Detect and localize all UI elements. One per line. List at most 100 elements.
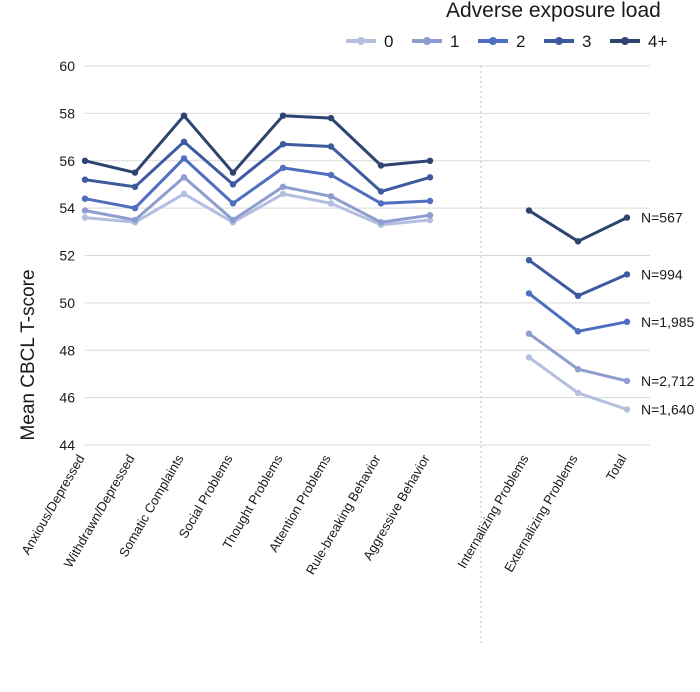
data-point [180,138,188,145]
data-point [426,212,434,219]
y-tick-label: 44 [59,437,75,453]
n-label: N=1,985 [641,314,695,330]
n-labels: N=1,640 N=2,712 N=1,985 N=994 N=567 [641,210,695,418]
legend-label: 2 [516,32,525,51]
legend-items: 0 1 2 3 4+ [346,32,667,51]
data-point [525,207,533,214]
y-tick-label: 60 [59,58,75,74]
grid [85,65,650,446]
y-tick-label: 52 [59,248,75,264]
legend: Adverse exposure load 0 1 2 3 4+ [346,0,667,51]
data-point [574,292,582,299]
data-point [426,157,434,164]
y-axis-label: Mean CBCL T-score [18,269,39,440]
data-point [525,330,533,337]
data-point [229,216,237,224]
series-line [84,192,431,227]
y-axis-ticks: 44 46 48 50 52 54 56 58 60 [59,58,75,453]
data-point [131,183,139,190]
data-point [574,389,582,397]
series-line [84,156,431,210]
n-label: N=1,640 [641,401,695,417]
data-point [279,112,287,119]
data-point [229,169,237,176]
y-tick-label: 58 [59,105,75,121]
legend-marker [489,37,497,45]
series-line [84,140,431,193]
data-point [279,190,287,198]
legend-marker [555,37,563,45]
data-point [81,214,89,221]
data-point [623,406,631,413]
data-point [131,216,139,224]
data-point [180,155,188,162]
x-tick-label: Social Problems [176,452,236,541]
data-point [623,377,631,385]
y-tick-label: 48 [59,342,75,358]
legend-item-2: 2 [478,32,525,51]
series-0 [81,190,631,413]
data-point [180,190,188,198]
x-tick-label: Total [603,452,630,483]
legend-item-4+: 4+ [610,32,667,51]
data-point [81,157,89,164]
data-point [574,238,582,245]
data-point [426,174,434,181]
data-point [623,271,631,278]
x-axis-ticks: Anxious/DepressedWithdrawn/DepressedSoma… [18,451,629,577]
data-point [131,204,139,212]
data-point [426,197,434,205]
legend-item-0: 0 [346,32,393,51]
data-point [574,328,582,335]
series-line [528,258,628,298]
y-tick-label: 54 [59,200,75,216]
series-4+ [81,112,631,245]
data-point [525,257,533,264]
series-line [528,332,628,383]
data-point [377,162,385,169]
legend-marker [423,37,431,45]
series-line [84,114,431,175]
data-point [327,171,335,179]
data-point [574,366,582,373]
y-tick-label: 46 [59,390,75,406]
series-line [528,356,628,411]
data-point [327,143,335,150]
data-point [180,112,188,119]
data-point [525,354,533,361]
legend-item-1: 1 [412,32,459,51]
n-label: N=2,712 [641,373,695,389]
series-3 [81,138,631,299]
data-point [180,174,188,181]
legend-title: Adverse exposure load [446,0,661,22]
data-point [623,318,631,325]
data-point [279,183,287,190]
data-point [327,114,335,122]
data-point [229,181,237,188]
legend-marker [357,37,365,45]
data-point [279,164,287,172]
data-point [525,290,533,297]
series-line [84,175,431,224]
data-point [327,193,335,200]
n-label: N=567 [641,210,683,226]
data-point [377,200,385,207]
legend-label: 0 [384,32,393,51]
series-line [528,209,628,243]
data-point [81,195,89,202]
series-1 [81,174,631,385]
data-point [327,200,335,207]
data-point [279,141,287,148]
y-tick-label: 56 [59,153,75,169]
legend-item-3: 3 [544,32,591,51]
data-point [377,188,385,195]
data-point [426,216,434,224]
data-point [229,200,237,207]
data-point [623,214,631,221]
data-point [81,176,89,183]
series-line [528,292,628,333]
data-point [131,169,139,176]
data-point [377,219,385,226]
